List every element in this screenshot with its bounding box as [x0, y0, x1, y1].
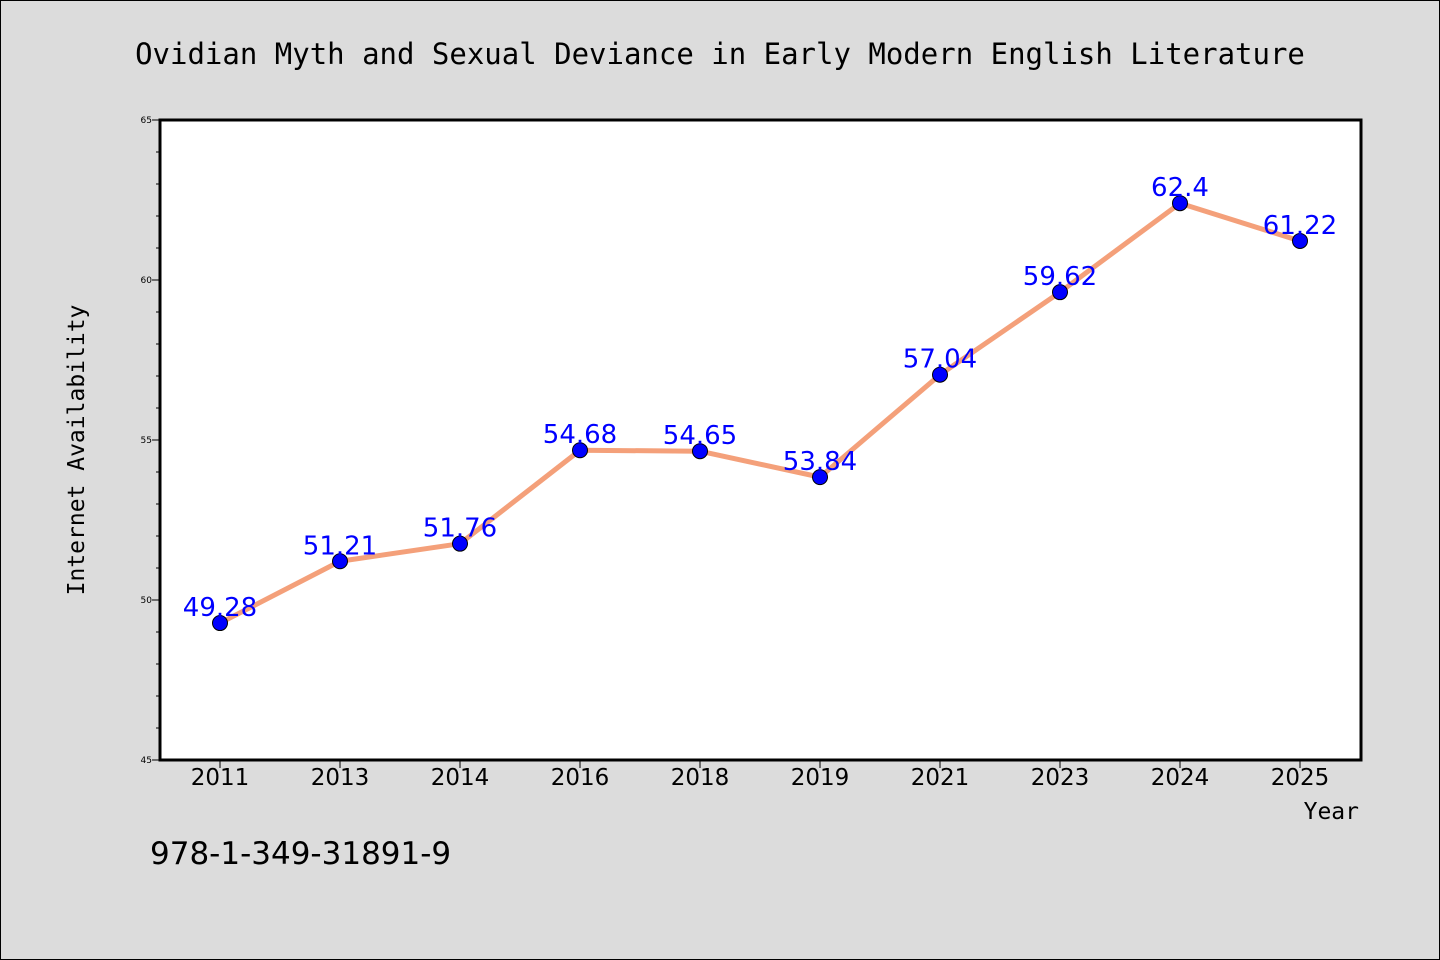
- y-tick-label: 45: [141, 756, 152, 766]
- y-tick-label: 60: [141, 276, 153, 286]
- data-point: [692, 443, 708, 460]
- data-point: [452, 535, 468, 552]
- x-axis-label: Year: [1304, 799, 1359, 825]
- data-point: [572, 442, 588, 459]
- data-point: [212, 615, 228, 632]
- data-label: 54.68: [543, 420, 617, 450]
- data-label: 53.84: [783, 447, 857, 477]
- x-tick-label: 2011: [191, 765, 250, 791]
- x-tick-label: 2023: [1031, 765, 1090, 791]
- x-tick-label: 2019: [791, 765, 850, 791]
- data-label: 61.22: [1263, 211, 1337, 241]
- data-label: 51.21: [303, 531, 377, 561]
- x-tick-label: 2013: [311, 765, 370, 791]
- chart-title: Ovidian Myth and Sexual Deviance in Earl…: [135, 37, 1305, 71]
- data-label: 57.04: [903, 345, 977, 375]
- y-tick-label: 65: [141, 116, 152, 126]
- series-line: [217, 200, 1303, 626]
- x-tick-label: 2016: [551, 765, 610, 791]
- data-point: [1172, 195, 1188, 212]
- data-label: 59.62: [1023, 262, 1097, 292]
- data-point: [1052, 284, 1068, 301]
- data-point: [332, 553, 348, 570]
- plot-area: [158, 118, 1363, 762]
- x-tick-label: 2025: [1271, 765, 1330, 791]
- data-point: [932, 366, 948, 383]
- x-tick-label: 2014: [431, 765, 490, 791]
- y-axis-label: Internet Availability: [64, 305, 90, 596]
- y-tick-label: 55: [141, 436, 152, 446]
- data-point: [812, 469, 828, 486]
- data-label: 49.28: [183, 593, 257, 623]
- data-point: [1292, 232, 1308, 249]
- isbn-text: 978-1-349-31891-9: [150, 836, 451, 872]
- data-labels: 49.28 51.21 51.76 54.68 54.65 53.84 57.04 59.62…: [183, 173, 1337, 623]
- data-markers: [212, 195, 1308, 632]
- data-label: 62.4: [1151, 173, 1209, 203]
- x-axis-ticks: 2011 2013 2014 2016 2018 2019 2021 2023 2024 2025: [191, 760, 1330, 791]
- y-axis-ticks: 45 50 55 60 65: [141, 116, 160, 766]
- x-tick-label: 2021: [911, 765, 970, 791]
- x-tick-label: 2024: [1151, 765, 1210, 791]
- data-label: 54.65: [663, 421, 737, 451]
- x-tick-label: 2018: [671, 765, 730, 791]
- data-label: 51.76: [423, 514, 497, 544]
- y-tick-label: 50: [141, 596, 153, 606]
